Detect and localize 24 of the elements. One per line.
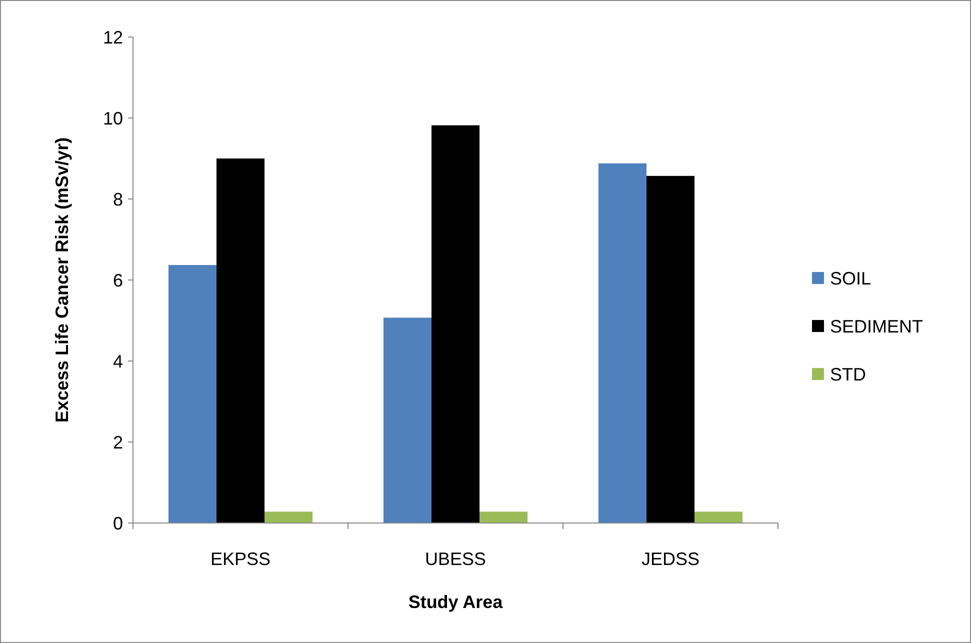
x-tick-label: JEDSS: [641, 549, 700, 569]
y-tick-label: 0: [112, 513, 123, 534]
y-axis-title: Excess Life Cancer Risk (mSv/yr): [52, 137, 72, 423]
legend-label: SEDIMENT: [830, 316, 924, 336]
bar: [480, 512, 528, 523]
bar: [431, 125, 480, 523]
bar: [216, 158, 265, 523]
y-tick-label: 4: [112, 351, 123, 372]
bar: [383, 318, 432, 523]
bar: [694, 512, 743, 523]
y-tick-label: 12: [102, 27, 123, 48]
x-tick-label: UBESS: [424, 549, 486, 569]
bar: [598, 163, 646, 523]
bar: [646, 176, 695, 523]
bar: [168, 265, 216, 523]
bar: [264, 512, 313, 523]
y-tick-label: 6: [112, 270, 123, 290]
x-axis-title: Study Area: [408, 592, 504, 612]
y-tick-label: 2: [112, 432, 123, 452]
y-tick-label: 8: [112, 189, 123, 210]
y-tick-label: 10: [102, 108, 123, 128]
x-tick-label: EKPSS: [210, 549, 271, 569]
legend-label: STD: [830, 364, 866, 384]
legend-label: SOIL: [830, 268, 872, 288]
